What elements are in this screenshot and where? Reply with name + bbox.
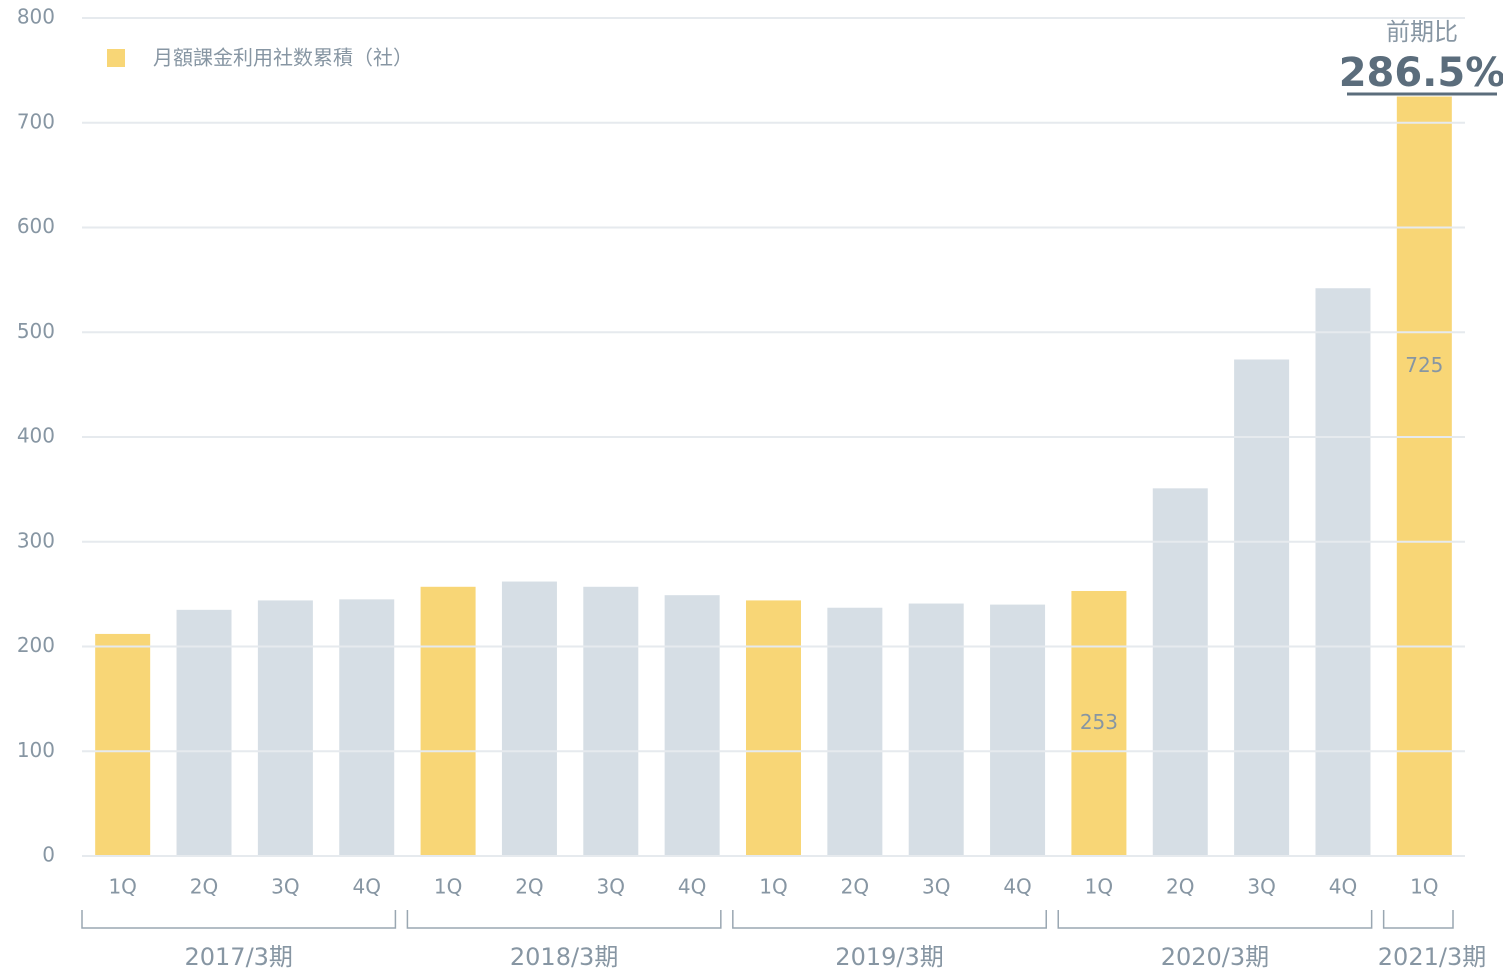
bar	[827, 607, 883, 856]
x-tick-label: 3Q	[1247, 875, 1275, 899]
bar	[339, 599, 395, 856]
group-label: 2020/3期	[1161, 943, 1269, 971]
y-tick-label: 600	[17, 214, 55, 238]
bar	[908, 603, 964, 856]
legend-swatch	[107, 49, 125, 67]
bar	[501, 581, 557, 856]
x-tick-label: 2Q	[515, 875, 543, 899]
bar	[1152, 488, 1208, 856]
bar	[420, 586, 476, 856]
bar	[257, 600, 313, 856]
group-label: 2017/3期	[184, 943, 292, 971]
y-tick-label: 300	[17, 528, 55, 552]
x-tick-label: 3Q	[271, 875, 299, 899]
bar	[746, 600, 801, 856]
x-tick-label: 3Q	[922, 875, 950, 899]
x-tick-label: 4Q	[1003, 875, 1031, 899]
bar	[176, 609, 232, 856]
x-tick-label: 2Q	[1166, 875, 1194, 899]
y-tick-label: 700	[17, 109, 55, 133]
x-tick-label: 1Q	[1410, 875, 1438, 899]
x-tick-label: 3Q	[597, 875, 625, 899]
legend-label: 月額課金利用社数累積（社）	[153, 46, 413, 70]
group-label: 2018/3期	[510, 943, 618, 971]
data-label: 725	[1405, 353, 1443, 377]
x-tick-label: 2Q	[190, 875, 218, 899]
bar	[1396, 96, 1452, 856]
bar	[1315, 288, 1371, 856]
y-tick-label: 400	[17, 424, 55, 448]
x-tick-label: 4Q	[1329, 875, 1357, 899]
group-bracket	[81, 910, 397, 929]
annotation-value: 286.5%	[1339, 50, 1503, 96]
group-label: 2021/3期	[1378, 943, 1486, 971]
x-tick-label: 1Q	[759, 875, 787, 899]
x-tick-label: 2Q	[841, 875, 869, 899]
bar	[990, 604, 1046, 856]
x-tick-label: 4Q	[678, 875, 706, 899]
y-tick-label: 200	[17, 633, 55, 657]
bar	[583, 586, 639, 856]
group-bracket	[406, 910, 722, 929]
y-tick-label: 100	[17, 738, 55, 762]
group-bracket	[1382, 910, 1454, 929]
bar	[95, 633, 151, 856]
group-bracket	[732, 910, 1047, 929]
bar	[1234, 359, 1290, 856]
bar	[1071, 590, 1127, 856]
y-tick-label: 500	[17, 319, 55, 343]
x-tick-label: 1Q	[108, 875, 136, 899]
group-bracket	[1057, 910, 1373, 929]
data-label: 253	[1080, 710, 1118, 734]
group-label: 2019/3期	[835, 943, 943, 971]
x-tick-label: 1Q	[1085, 875, 1113, 899]
y-tick-label: 800	[17, 5, 55, 29]
annotation-text: 前期比	[1386, 18, 1458, 46]
x-tick-label: 4Q	[353, 875, 381, 899]
x-tick-label: 1Q	[434, 875, 462, 899]
y-tick-label: 0	[42, 843, 55, 867]
bar	[664, 595, 720, 856]
